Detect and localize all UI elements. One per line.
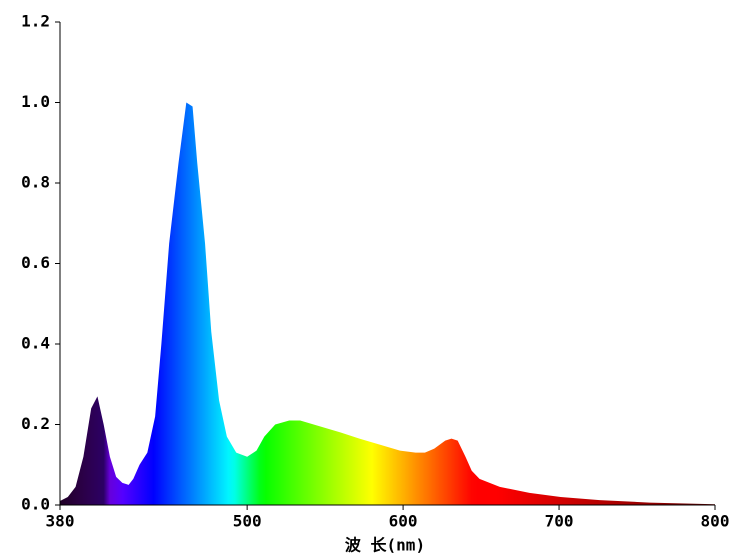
x-tick-label: 700: [545, 512, 574, 531]
y-tick-label: 0.4: [21, 334, 50, 353]
y-tick-label: 0.6: [21, 253, 50, 272]
y-tick-label: 0.2: [21, 414, 50, 433]
y-tick-label: 0.0: [21, 495, 50, 514]
x-tick-label: 600: [389, 512, 418, 531]
y-tick-label: 1.2: [21, 12, 50, 31]
x-axis-label: 波 长(nm): [345, 536, 425, 555]
spectrum-area: [60, 102, 715, 505]
x-tick-label: 500: [233, 512, 262, 531]
y-tick-label: 0.8: [21, 173, 50, 192]
x-tick-label: 800: [701, 512, 730, 531]
y-tick-label: 1.0: [21, 92, 50, 111]
x-tick-label: 380: [46, 512, 75, 531]
